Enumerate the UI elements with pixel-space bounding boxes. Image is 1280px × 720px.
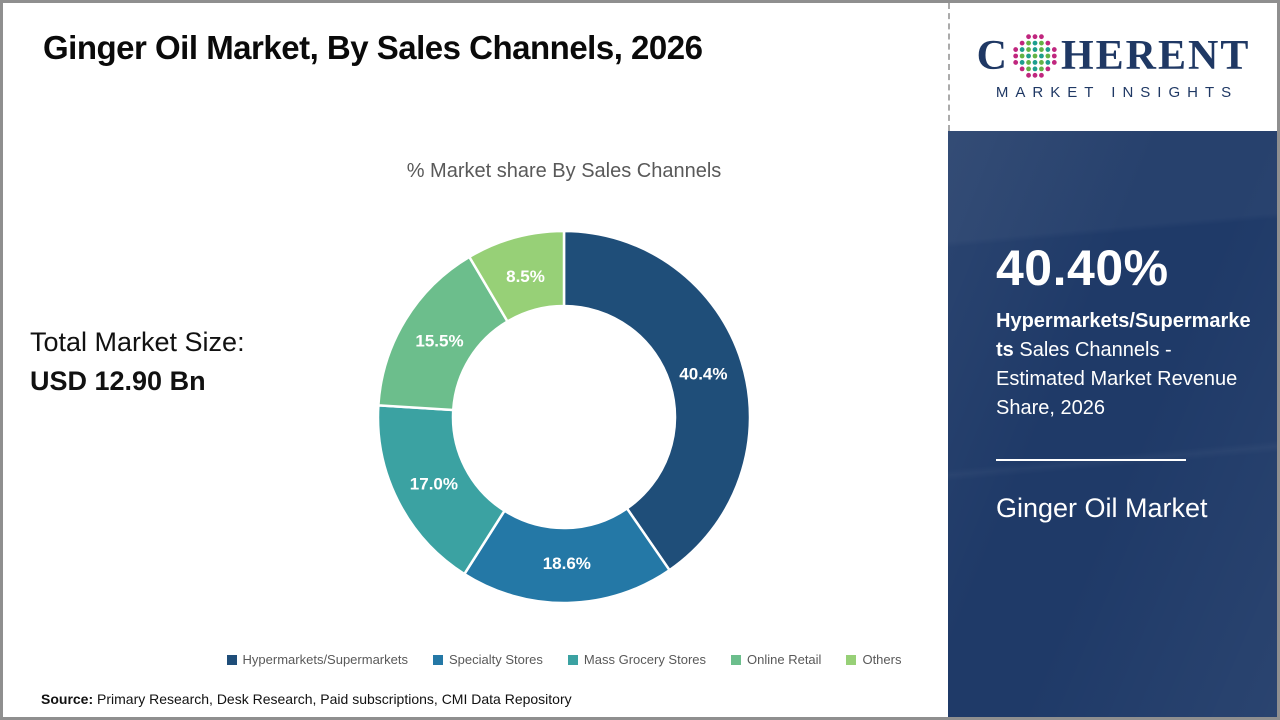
globe-dot <box>1032 40 1038 46</box>
globe-dot <box>1026 53 1031 59</box>
slice-label-2: 17.0% <box>410 474 458 493</box>
globe-dot <box>1032 47 1038 52</box>
legend-swatch-icon <box>432 654 443 665</box>
page-title: Ginger Oil Market, By Sales Channels, 20… <box>43 29 703 66</box>
map-texture <box>948 131 1277 717</box>
globe-dot <box>1026 47 1031 52</box>
main-panel: Ginger Oil Market, By Sales Channels, 20… <box>3 3 948 717</box>
legend-label: Mass Grocery Stores <box>583 652 707 667</box>
slice-label-4: 8.5% <box>506 267 545 286</box>
globe-dot <box>1019 40 1025 46</box>
stat-value: 40.40% <box>996 240 1169 296</box>
globe-dot <box>1039 40 1044 46</box>
slice-label-1: 18.6% <box>543 554 591 573</box>
globe-dot <box>1013 53 1019 59</box>
donut-segment-4 <box>468 229 566 323</box>
stat-description-bold: Hypermarkets/Supermarkets <box>996 310 1251 361</box>
globe-dot <box>1045 60 1051 65</box>
highlight-panel: 40.40% Hypermarkets/Supermarkets Sales C… <box>948 131 1277 717</box>
globe-dot <box>1032 60 1038 65</box>
globe-icon <box>1013 34 1057 78</box>
legend-item-2: Mass Grocery Stores <box>567 652 707 667</box>
chart-legend: Hypermarkets/Supermarkets Specialty Store… <box>183 652 945 667</box>
globe-dot <box>1026 34 1031 40</box>
globe-dot <box>1039 66 1044 72</box>
globe-dot <box>1013 47 1019 52</box>
legend-label: Hypermarkets/Supermarkets <box>242 652 408 667</box>
globe-dot <box>1019 66 1025 72</box>
globe-dot <box>1051 53 1057 59</box>
globe-dot <box>1051 47 1057 52</box>
chart-title: % Market share By Sales Channels <box>406 160 722 182</box>
source-text: Primary Research, Desk Research, Paid su… <box>93 691 572 707</box>
legend-label: Specialty Stores <box>448 652 543 667</box>
legend-item-3: Online Retail <box>731 652 821 667</box>
legend-label: Others <box>862 652 902 667</box>
logo-text-start: C <box>976 33 1009 79</box>
slice-label-0: 40.4% <box>679 365 727 384</box>
globe-dot <box>1026 66 1031 72</box>
globe-dot <box>1026 60 1031 65</box>
globe-dot <box>1039 34 1044 40</box>
globe-dot <box>1026 72 1031 78</box>
total-market-size: Total Market Size: USD 12.90 Bn <box>30 323 245 401</box>
globe-dot <box>1019 60 1025 65</box>
legend-swatch-icon <box>731 654 742 665</box>
legend-label: Online Retail <box>747 652 822 667</box>
globe-dot <box>1039 53 1044 59</box>
globe-dot <box>1051 60 1057 65</box>
globe-dot <box>1045 66 1051 72</box>
globe-dot <box>1026 40 1031 46</box>
globe-dot <box>1039 72 1044 78</box>
donut-segment-1 <box>463 507 671 605</box>
globe-dot <box>1019 53 1025 59</box>
legend-item-1: Specialty Stores <box>432 652 543 667</box>
slice-label-3: 15.5% <box>415 332 463 351</box>
donut-segment-0 <box>562 229 752 572</box>
globe-dot <box>1032 66 1038 72</box>
logo-text-end: HERENT <box>1060 33 1251 79</box>
donut-chart: 40.4% 18.6% 17.0% 15.5% 8.5% <box>376 229 752 605</box>
globe-dot <box>1039 47 1044 52</box>
right-sidebar: C HERENT MARKET INSIGHTS 40.40% Hypermar… <box>948 3 1277 717</box>
globe-dot <box>1032 53 1038 59</box>
logo-subtitle: MARKET INSIGHTS <box>995 84 1239 101</box>
donut-chart-block: % Market share By Sales Channels 40.4% 18… <box>183 158 945 667</box>
globe-dot <box>1045 53 1051 59</box>
market-name: Ginger Oil Market <box>996 493 1208 523</box>
globe-dot <box>1045 47 1051 52</box>
stat-description: Hypermarkets/Supermarkets Sales Channels… <box>996 307 1252 423</box>
legend-swatch-icon <box>226 654 237 665</box>
globe-dot <box>1013 60 1019 65</box>
divider-line <box>996 459 1186 461</box>
source-note: Source: Primary Research, Desk Research,… <box>41 691 572 707</box>
globe-dot <box>1019 47 1025 52</box>
globe-dot <box>1039 60 1044 65</box>
globe-dot <box>1032 34 1038 40</box>
source-label: Source: <box>41 691 94 707</box>
globe-dot <box>1045 40 1051 46</box>
coherent-logo: C HERENT <box>977 33 1251 79</box>
legend-swatch-icon <box>846 654 857 665</box>
legend-item-0: Hypermarkets/Supermarkets <box>226 652 408 667</box>
stat-description-rest: Sales Channels - Estimated Market Revenu… <box>996 339 1238 419</box>
legend-item-4: Others <box>846 652 901 667</box>
total-market-size-label: Total Market Size: <box>30 327 245 357</box>
logo-area: C HERENT MARKET INSIGHTS <box>948 3 1277 131</box>
globe-dot <box>1032 72 1038 78</box>
total-market-size-value: USD 12.90 Bn <box>30 366 206 396</box>
legend-swatch-icon <box>567 654 578 665</box>
